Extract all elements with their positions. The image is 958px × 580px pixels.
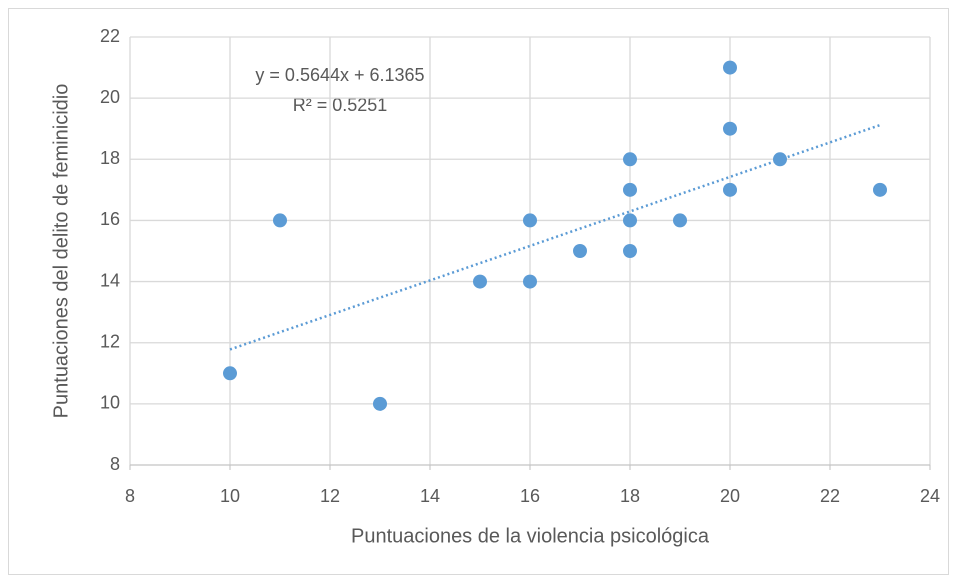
point	[723, 121, 737, 136]
x-tick-label: 14	[420, 486, 440, 506]
x-tick-label: 24	[920, 486, 940, 506]
x-tick-label: 10	[220, 486, 240, 506]
point	[773, 152, 787, 167]
x-tick-label: 18	[620, 486, 640, 506]
point	[523, 274, 537, 289]
point	[723, 60, 737, 75]
y-axis-title: Puntuaciones del delito de feminicidio	[50, 84, 72, 419]
y-tick-label: 22	[100, 26, 120, 46]
point	[623, 182, 637, 197]
point	[623, 213, 637, 228]
point	[373, 396, 387, 411]
chart-frame	[8, 8, 949, 575]
point	[573, 244, 587, 258]
point	[273, 213, 287, 228]
y-tick-label: 18	[100, 148, 120, 168]
y-tick-label: 8	[110, 454, 120, 474]
point	[523, 213, 537, 228]
x-tick-label: 8	[125, 486, 135, 506]
x-tick-label: 20	[720, 486, 740, 506]
point	[723, 182, 737, 197]
point	[673, 213, 687, 228]
x-axis-title: Puntuaciones de la violencia psicológica	[351, 525, 710, 547]
point	[873, 182, 887, 197]
x-tick-label: 16	[520, 486, 540, 506]
trendline-equation: y = 0.5644x + 6.1365	[255, 65, 424, 85]
point	[623, 244, 637, 258]
r-squared: R² = 0.5251	[293, 95, 388, 115]
y-tick-label: 14	[100, 270, 120, 290]
y-tick-label: 20	[100, 87, 120, 107]
y-tick-label: 10	[100, 393, 120, 413]
point	[473, 274, 487, 289]
x-tick-label: 12	[320, 486, 340, 506]
y-tick-label: 16	[100, 209, 120, 229]
point	[223, 366, 237, 381]
point	[623, 152, 637, 167]
x-tick-label: 22	[820, 486, 840, 506]
y-tick-label: 12	[100, 331, 120, 351]
